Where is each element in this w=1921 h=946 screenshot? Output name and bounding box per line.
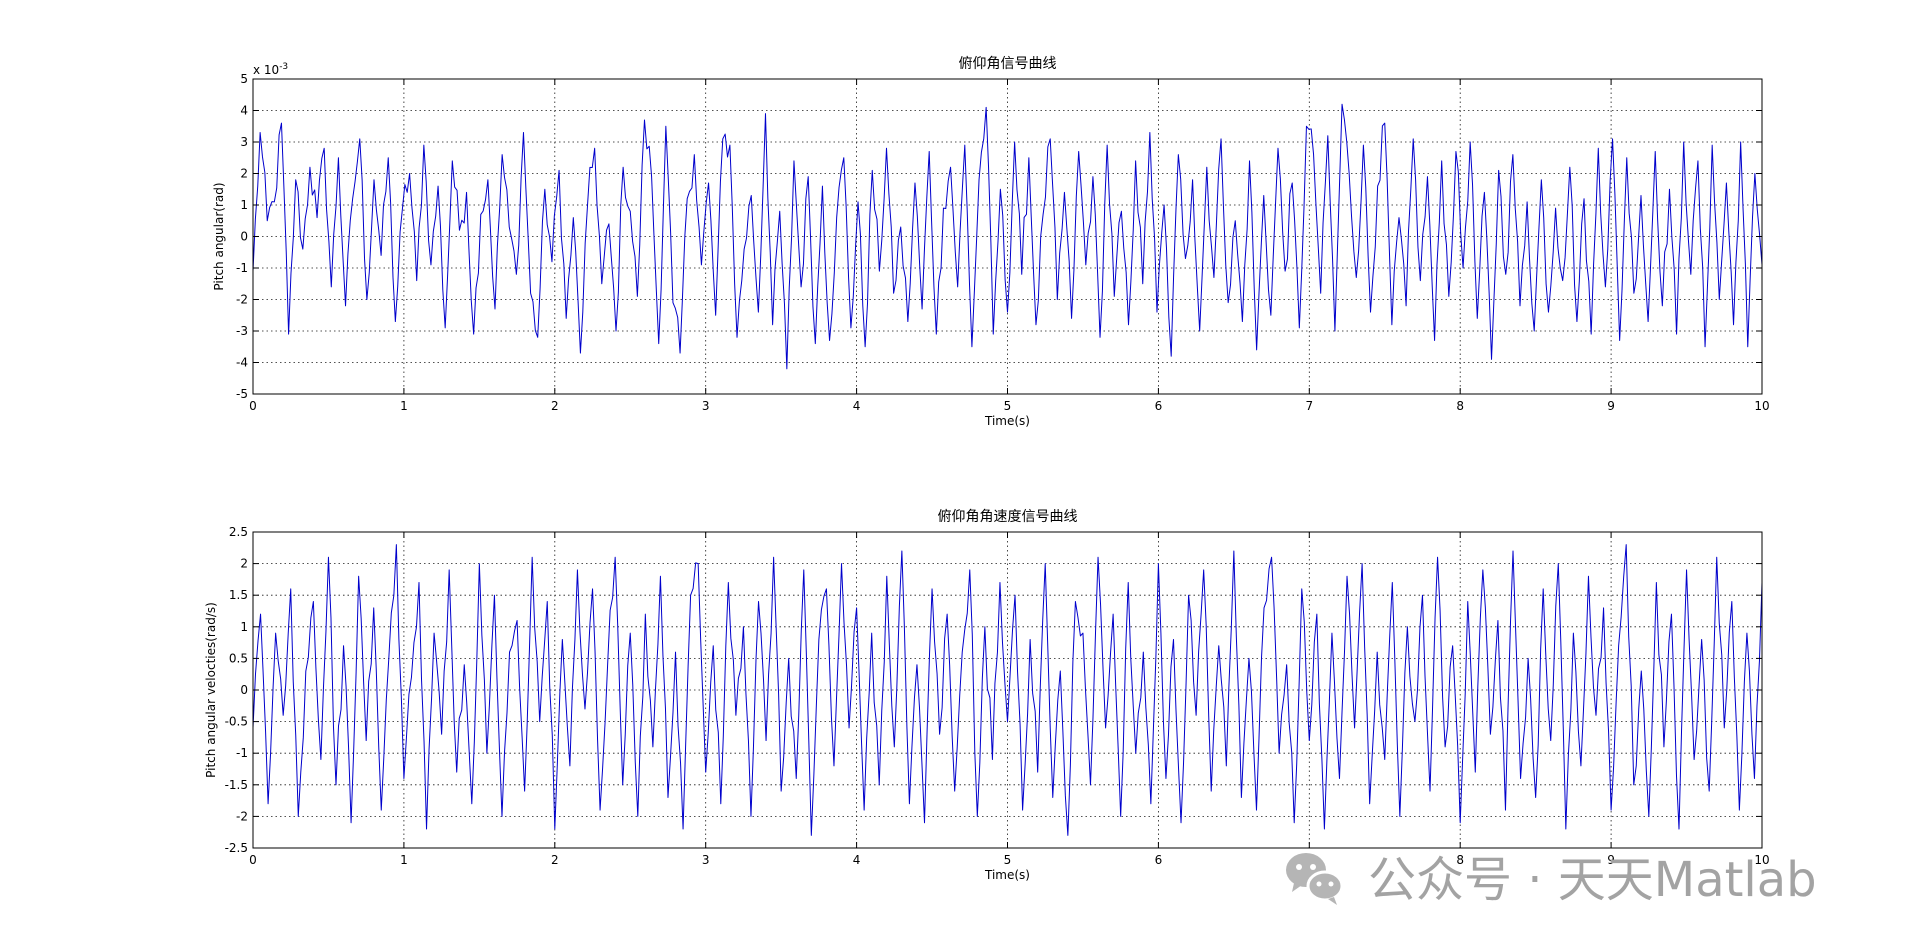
grid-lines <box>253 532 1762 848</box>
tick-marks <box>252 78 1763 395</box>
tick-marks <box>252 531 1763 849</box>
grid-lines <box>253 79 1762 394</box>
x-tick-label: 9 <box>1607 399 1615 413</box>
x-tick-labels: 0 1 2 3 4 5 6 7 8 9 10 <box>249 399 1769 413</box>
y-tick-label: -2.5 <box>225 841 248 855</box>
x-tick-label: 3 <box>702 853 710 867</box>
x-tick-label: 0 <box>249 399 257 413</box>
watermark-text: 公众号 · 天天Matlab <box>1368 852 1817 908</box>
chart-title: 俯仰角角速度信号曲线 <box>938 509 1078 525</box>
y-tick-label: 5 <box>240 72 248 86</box>
exponent-base: x 10 <box>253 63 279 77</box>
x-tick-label: 8 <box>1456 853 1464 867</box>
y-tick-label: 4 <box>240 104 248 118</box>
pitch-angle-series-line <box>252 103 1763 370</box>
y-tick-label: 0 <box>240 230 248 244</box>
y-tick-label: 0 <box>240 683 248 697</box>
y-tick-label: 1 <box>240 198 248 212</box>
x-tick-label: 7 <box>1305 399 1313 413</box>
watermark: 公众号 · 天天Matlab <box>1286 852 1817 908</box>
x-tick-label: 5 <box>1004 853 1012 867</box>
y-tick-label: -2 <box>236 293 248 307</box>
pitch-velocity-series-line <box>252 544 1763 836</box>
x-tick-label: 8 <box>1456 399 1464 413</box>
y-tick-label: 2 <box>240 557 248 571</box>
y-axis-label: Pitch angular velocties(rad/s) <box>204 602 218 778</box>
y-tick-label: -1.5 <box>225 778 248 792</box>
y-tick-labels: -2.5 -2 -1.5 -1 -0.5 0 0.5 1 1.5 2 2.5 <box>225 525 248 855</box>
x-tick-label: 10 <box>1754 399 1769 413</box>
wechat-icon <box>1286 853 1344 905</box>
x-tick-label: 2 <box>551 853 559 867</box>
x-tick-label: 6 <box>1155 399 1163 413</box>
y-tick-label: 0.5 <box>229 651 248 665</box>
x-tick-label: 3 <box>702 399 710 413</box>
x-tick-label: 5 <box>1004 399 1012 413</box>
y-tick-label: 2 <box>240 167 248 181</box>
y-tick-label: 1.5 <box>229 588 248 602</box>
y-axis-exponent-label: x 10-3 <box>253 62 288 77</box>
y-tick-label: -2 <box>236 809 248 823</box>
y-tick-label: -1 <box>236 746 248 760</box>
y-tick-label: -3 <box>236 324 248 338</box>
y-tick-label: 2.5 <box>229 525 248 539</box>
x-tick-label: 4 <box>853 853 861 867</box>
y-tick-label: 1 <box>240 620 248 634</box>
x-tick-label: 10 <box>1754 853 1769 867</box>
x-tick-label: 4 <box>853 399 861 413</box>
y-tick-label: -5 <box>236 387 248 401</box>
exponent-power: -3 <box>279 62 288 72</box>
x-tick-label: 0 <box>249 853 257 867</box>
y-tick-label: -4 <box>236 356 248 370</box>
y-tick-labels: -5 -4 -3 -2 -1 0 1 2 3 4 5 <box>236 72 248 401</box>
y-axis-label: Pitch angular(rad) <box>212 182 226 290</box>
x-tick-label: 6 <box>1155 853 1163 867</box>
y-tick-label: -0.5 <box>225 715 248 729</box>
x-tick-label: 2 <box>551 399 559 413</box>
x-axis-label: Time(s) <box>984 414 1030 428</box>
x-tick-label: 1 <box>400 399 408 413</box>
x-tick-label: 1 <box>400 853 408 867</box>
y-tick-label: 3 <box>240 135 248 149</box>
chart-title: 俯仰角信号曲线 <box>959 56 1057 72</box>
x-tick-label: 9 <box>1607 853 1615 867</box>
x-axis-label: Time(s) <box>984 868 1030 882</box>
pitch-angle-subplot: 0 1 2 3 4 5 6 7 8 9 10 -5 -4 -3 -2 -1 0 1 2 3 4 5 俯仰角信号曲线 Ti… <box>212 56 1770 428</box>
y-tick-label: -1 <box>236 261 248 275</box>
